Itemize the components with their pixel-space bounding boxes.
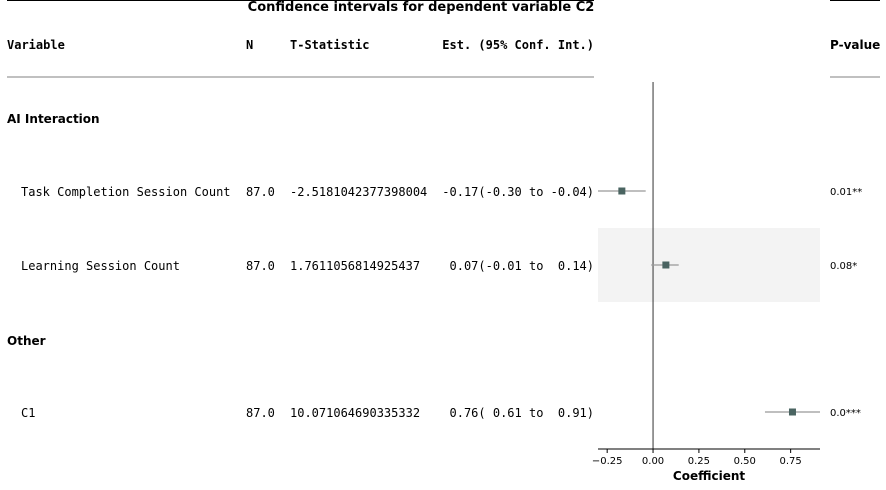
row-n-value: 87.0 bbox=[246, 406, 275, 420]
chart-title: Confidence intervals for dependent varia… bbox=[248, 0, 595, 15]
group-label: AI Interaction bbox=[7, 112, 100, 126]
row-t-statistic: 1.7611056814925437 bbox=[290, 259, 420, 273]
estimate-marker bbox=[788, 408, 796, 416]
column-header-variable: Variable bbox=[7, 38, 65, 52]
estimate-marker bbox=[618, 187, 626, 195]
row-t-statistic: -2.5181042377398004 bbox=[290, 185, 427, 199]
estimate-marker bbox=[662, 261, 670, 269]
group-label: Other bbox=[7, 334, 46, 348]
x-axis-label: Coefficient bbox=[673, 469, 745, 483]
x-tick-label: 0.75 bbox=[780, 456, 802, 467]
x-tick-label: 0.25 bbox=[688, 456, 710, 467]
row-p-value: 0.01** bbox=[830, 187, 862, 198]
row-n-value: 87.0 bbox=[246, 259, 275, 273]
row-estimate-text: -0.17(-0.30 to -0.04) bbox=[442, 185, 594, 199]
column-header-estimate: Est. (95% Conf. Int.) bbox=[442, 38, 594, 52]
row-shade bbox=[598, 228, 820, 302]
x-tick-label: 0.50 bbox=[734, 456, 756, 467]
x-tick-label: −0.25 bbox=[592, 456, 623, 467]
row-variable-label: Task Completion Session Count bbox=[21, 185, 231, 199]
row-variable-label: C1 bbox=[21, 406, 35, 420]
x-tick-label: 0.00 bbox=[642, 456, 664, 467]
row-p-value: 0.0*** bbox=[830, 408, 861, 419]
column-header-p-value: P-value bbox=[830, 38, 880, 52]
row-estimate-text: 0.07(-0.01 to 0.14) bbox=[442, 259, 594, 273]
row-estimate-text: 0.76( 0.61 to 0.91) bbox=[442, 406, 594, 420]
row-p-value: 0.08* bbox=[830, 261, 857, 272]
column-header-n: N bbox=[246, 38, 253, 52]
row-variable-label: Learning Session Count bbox=[21, 259, 180, 273]
row-t-statistic: 10.071064690335332 bbox=[290, 406, 420, 420]
row-n-value: 87.0 bbox=[246, 185, 275, 199]
column-header-t-statistic: T-Statistic bbox=[290, 38, 369, 52]
